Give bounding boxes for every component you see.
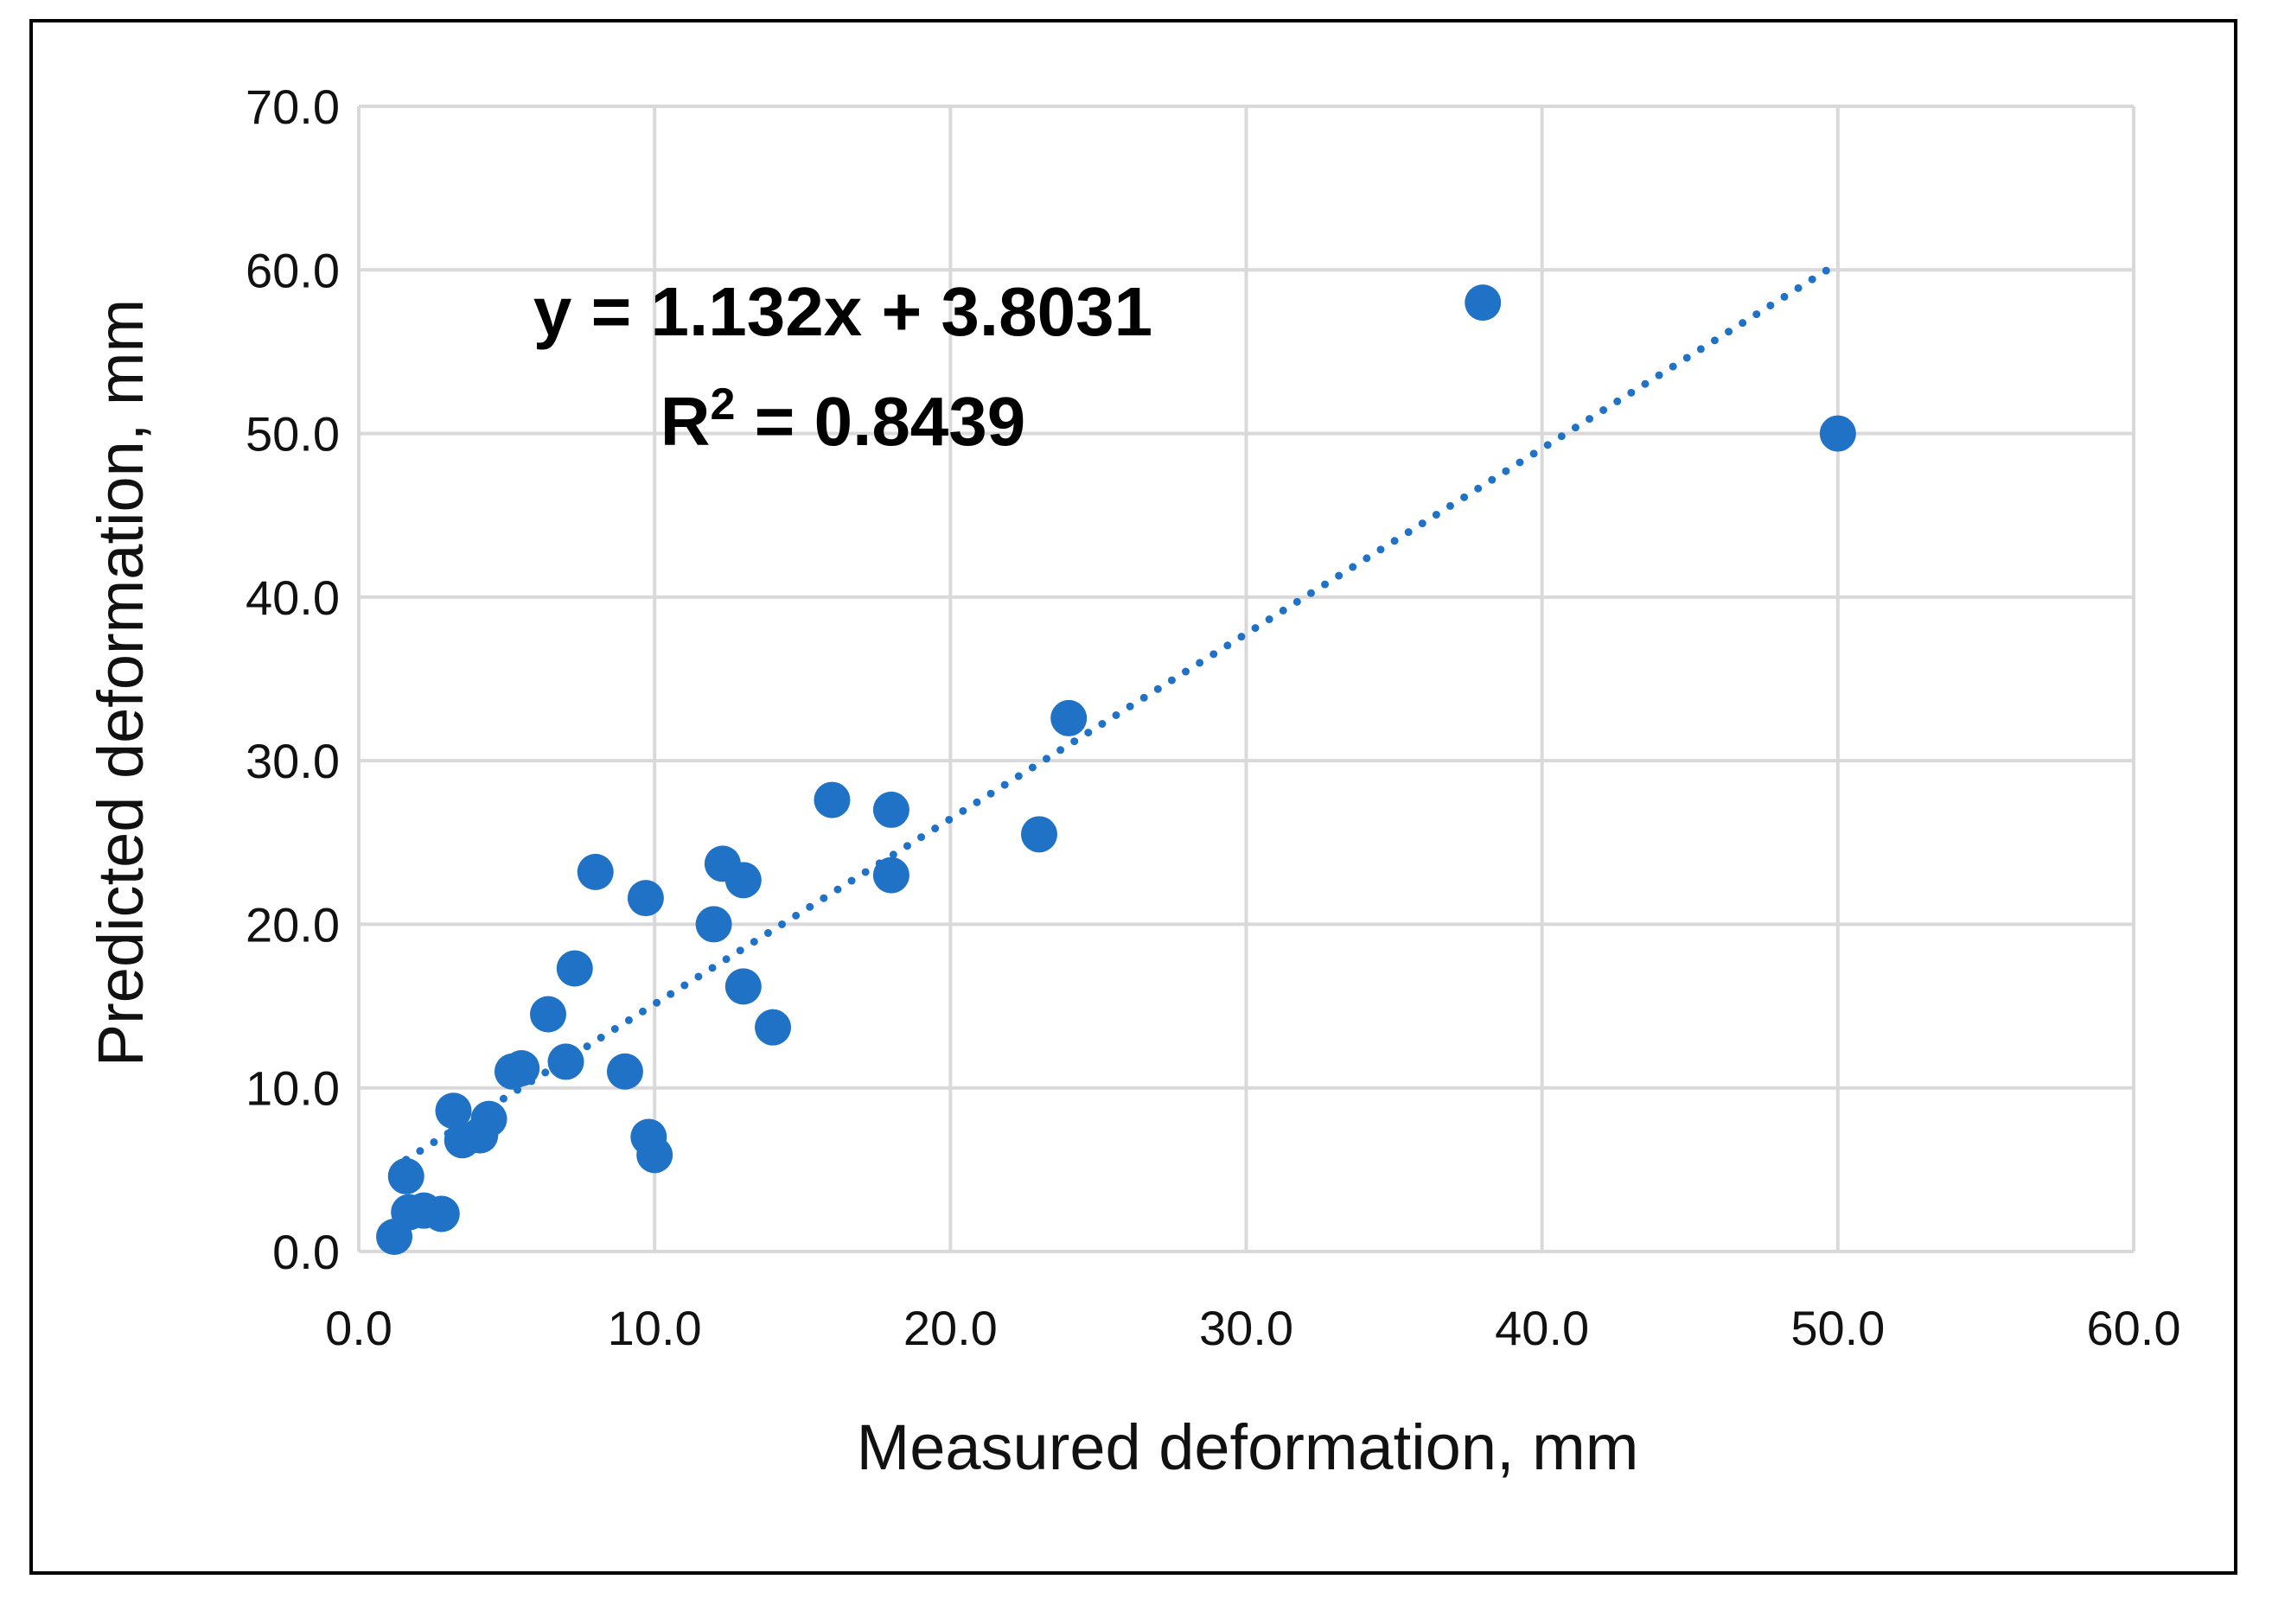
- tick-labels: 0.0 10.0 20.0 30.0 40.0 50.0 60.0 0.0 10.0 20.0 30…: [246, 80, 2181, 1355]
- data-point: [423, 1195, 460, 1232]
- trendline-equation: y = 1.132x + 3.8031: [533, 273, 1152, 350]
- data-point: [1465, 284, 1502, 322]
- data-point: [814, 781, 851, 818]
- gridlines: [357, 105, 2135, 1253]
- trendline-layer: [402, 263, 1836, 1164]
- data-point: [872, 791, 909, 828]
- data-point: [470, 1100, 507, 1137]
- chart-frame: [29, 19, 2237, 1575]
- x-tick-label: 50.0: [1790, 1301, 1885, 1355]
- data-point: [695, 906, 732, 943]
- x-tick-label: 10.0: [608, 1301, 702, 1355]
- data-point: [636, 1137, 673, 1174]
- data-point: [627, 880, 664, 917]
- data-points: [376, 284, 1856, 1255]
- x-tick-label: 0.0: [325, 1301, 392, 1355]
- data-point: [503, 1050, 540, 1086]
- data-point: [556, 950, 593, 987]
- x-tick-label: 30.0: [1199, 1301, 1293, 1355]
- x-tick-label: 20.0: [903, 1301, 998, 1355]
- r-squared-label: R2 = 0.8439: [661, 379, 1026, 460]
- y-axis-title: Predicted deformation, mm: [85, 299, 156, 1067]
- data-point: [724, 862, 762, 899]
- trendline: [402, 263, 1836, 1164]
- y-tick-label: 70.0: [246, 80, 340, 134]
- data-point: [387, 1157, 424, 1194]
- data-point: [529, 996, 566, 1033]
- data-point: [1819, 415, 1856, 452]
- x-tick-label: 60.0: [2087, 1301, 2181, 1355]
- y-tick-label: 30.0: [246, 734, 340, 788]
- data-point: [724, 968, 762, 1005]
- data-point: [872, 857, 909, 894]
- x-tick-label: 40.0: [1495, 1301, 1589, 1355]
- y-tick-label: 10.0: [246, 1061, 340, 1116]
- y-tick-label: 40.0: [246, 570, 340, 625]
- y-tick-label: 50.0: [246, 407, 340, 462]
- data-point: [606, 1053, 643, 1090]
- data-point: [577, 853, 614, 890]
- data-point: [435, 1092, 472, 1130]
- data-point: [1050, 699, 1088, 736]
- data-point: [755, 1009, 792, 1046]
- x-axis-title: Measured deformation, mm: [857, 1411, 1639, 1483]
- y-tick-label: 60.0: [246, 243, 340, 297]
- data-point: [1020, 816, 1057, 853]
- data-point: [547, 1043, 584, 1080]
- y-tick-label: 0.0: [272, 1225, 340, 1279]
- y-tick-label: 20.0: [246, 897, 340, 952]
